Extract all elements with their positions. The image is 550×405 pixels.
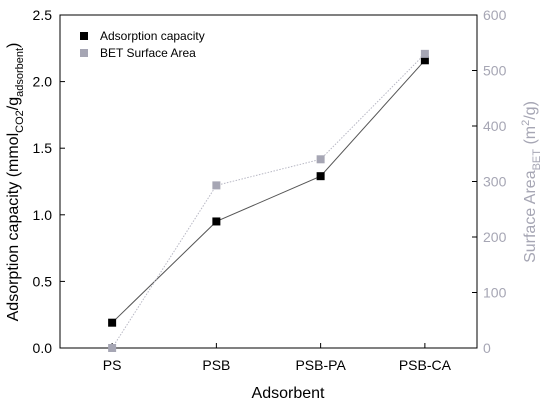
y-left-tick-label: 2.0 <box>33 74 53 90</box>
y-left-tick-label: 0.0 <box>33 340 53 356</box>
y-left-tick-label: 1.5 <box>33 140 53 156</box>
y-left-tick-label: 0.5 <box>33 273 53 289</box>
plot-frame <box>59 14 478 349</box>
series-line-0 <box>111 59 426 324</box>
x-axis-label: Adsorbent <box>252 385 325 402</box>
x-tick-label: PSB-PA <box>295 357 346 373</box>
y-axis-right-label: Surface AreaBET (m2/g) <box>520 101 543 263</box>
y-right-tick-label: 100 <box>483 285 507 301</box>
y-right-tick-label: 0 <box>483 340 491 356</box>
data-point <box>212 217 221 226</box>
legend-marker <box>80 32 88 40</box>
y-right-tick-label: 500 <box>483 63 507 79</box>
data-point <box>420 49 429 58</box>
y-right-tick-label: 600 <box>483 7 507 23</box>
data-point <box>316 155 325 164</box>
data-point <box>316 172 325 181</box>
y-axis-left-label: Adsorption capacity (mmolCO2/gadsorbent) <box>5 43 26 322</box>
y-right-tick-label: 200 <box>483 229 507 245</box>
data-point <box>108 344 117 352</box>
data-point <box>420 56 429 65</box>
y-left-tick-label: 2.5 <box>33 7 53 23</box>
y-right-tick-label: 300 <box>483 174 507 190</box>
x-tick-label: PS <box>103 357 122 373</box>
x-tick-label: PSB-CA <box>399 357 452 373</box>
legend-marker <box>80 49 88 57</box>
y-right-tick-label: 400 <box>483 118 507 134</box>
plot-area: 0.0 0.5 1.0 1.5 2.0 2.5 0 100 200 300 400 500 600 PS P… <box>33 7 507 373</box>
y-left-tick-label: 1.0 <box>33 207 53 223</box>
legend-label: BET Surface Area <box>100 46 196 60</box>
series-line-1 <box>111 53 426 349</box>
data-point <box>212 181 221 190</box>
x-tick-label: PSB <box>202 357 230 373</box>
legend-label: Adsorption capacity <box>100 29 205 43</box>
data-point <box>108 318 117 327</box>
